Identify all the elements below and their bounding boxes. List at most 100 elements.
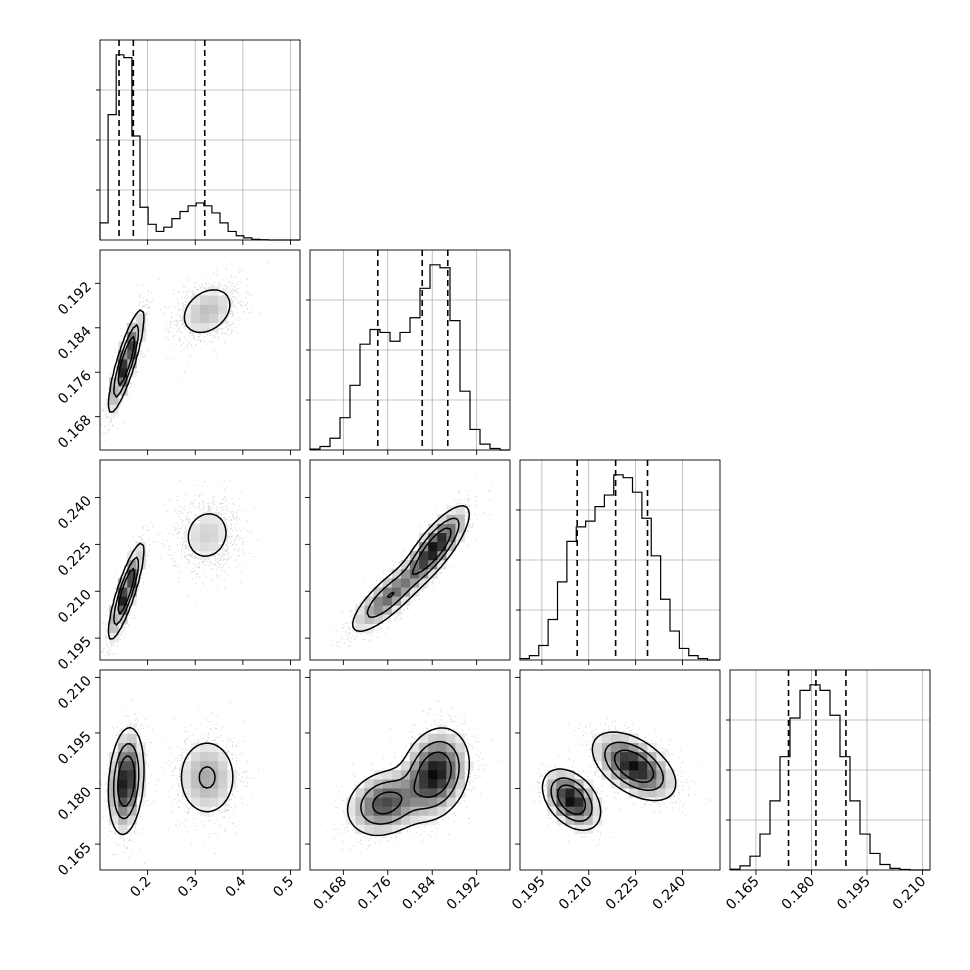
xtick-label-2-3: 0.240 [650, 874, 690, 914]
density-block [410, 797, 420, 807]
density-block [400, 770, 411, 780]
density-block [218, 532, 228, 543]
contour-1-0-2 [117, 335, 136, 386]
density-block [419, 797, 429, 807]
density-block [127, 779, 137, 789]
density-block [455, 532, 465, 543]
density-block [629, 788, 639, 798]
joint-panel-3-0 [99, 669, 301, 871]
density-block [601, 733, 612, 744]
density-block [190, 523, 201, 534]
density-block [373, 824, 384, 834]
ytick-label-2-0: 0.195 [55, 634, 95, 674]
joint-inner-2-0 [100, 480, 259, 657]
density-block [437, 742, 447, 753]
density-block [109, 605, 119, 615]
density-block [610, 779, 621, 789]
xtick-label-3-2: 0.195 [834, 874, 874, 914]
density-block [355, 614, 365, 624]
density-block [127, 724, 137, 734]
frame-3-2 [519, 669, 721, 871]
density-block [629, 770, 639, 780]
density-block [190, 770, 201, 780]
density-block [200, 760, 210, 771]
density-block [127, 797, 137, 807]
density-block [190, 313, 201, 324]
density-block [209, 797, 219, 807]
density-block [574, 797, 584, 807]
density-block [656, 760, 666, 771]
density-block [209, 304, 219, 314]
density-block [355, 605, 365, 615]
density-block [400, 569, 411, 579]
density-block [118, 770, 128, 780]
contour-2-0-0 [107, 513, 227, 640]
density-block [200, 751, 210, 762]
density-block [127, 569, 137, 579]
density-block [109, 815, 119, 825]
density-block [355, 788, 365, 798]
density-block [437, 532, 447, 543]
density-block [647, 760, 657, 771]
density-block [437, 550, 447, 561]
density-block [218, 788, 228, 798]
density-block [136, 331, 146, 342]
density-block [190, 541, 201, 552]
density-block [419, 569, 429, 579]
density-block [109, 797, 119, 807]
density-block [127, 331, 137, 342]
joint-inner-3-0 [100, 700, 260, 864]
density-block [547, 779, 557, 789]
contour-1-0-1 [113, 324, 140, 398]
density-block [400, 806, 411, 816]
density-block [109, 395, 119, 405]
density-block [391, 779, 402, 789]
contour-2-0-1 [113, 556, 140, 626]
density-block [437, 724, 447, 734]
density-block [592, 815, 603, 825]
density-block [136, 541, 146, 552]
joint-inner-3-2 [530, 718, 712, 849]
frame-2-0 [99, 459, 301, 661]
density-block [136, 779, 146, 789]
density-block [419, 532, 429, 543]
joint-inner-3-1 [320, 700, 500, 854]
density-block [629, 733, 639, 744]
density-block [665, 770, 675, 780]
density-block [665, 779, 675, 789]
xtick-label-2-1: 0.210 [556, 874, 596, 914]
density-block [355, 824, 365, 834]
density-block [583, 788, 594, 798]
density-block [346, 806, 356, 816]
density-block [556, 797, 566, 807]
density-block [428, 733, 438, 744]
density-block [181, 760, 192, 771]
histogram-1 [309, 264, 510, 451]
density-block [209, 322, 219, 333]
density-block [437, 788, 447, 798]
ytick-label-1-2: 0.184 [55, 323, 95, 363]
frame-3-1 [309, 669, 511, 871]
hist-panel-2 [516, 459, 721, 661]
density-block [200, 322, 210, 333]
density-block [419, 550, 429, 561]
density-block [547, 797, 557, 807]
density-block [118, 340, 128, 351]
xtick-label-2-0: 0.195 [509, 874, 549, 914]
density-block [410, 770, 420, 780]
density-block [391, 806, 402, 816]
density-block [382, 824, 393, 834]
density-block [574, 806, 584, 816]
density-block [118, 751, 128, 762]
density-block [200, 295, 210, 305]
density-block [373, 797, 384, 807]
density-block [547, 788, 557, 798]
density-block [638, 770, 648, 780]
density-block [400, 760, 411, 771]
density-block [118, 368, 128, 378]
density-block [109, 806, 119, 816]
density-block [556, 788, 566, 798]
density-block [410, 578, 420, 588]
frame-3-0 [99, 669, 301, 871]
density-block [556, 815, 566, 825]
